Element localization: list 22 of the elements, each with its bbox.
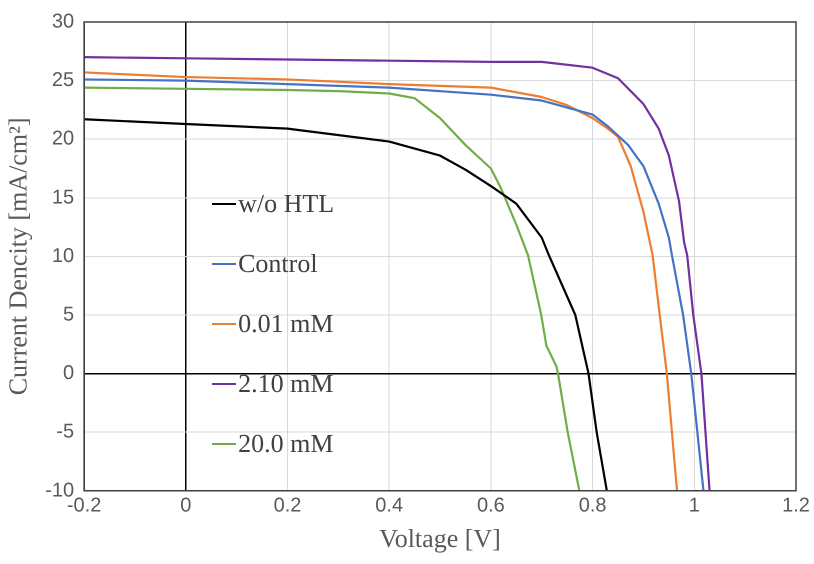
y-tick-label: -5 (56, 420, 74, 443)
y-tick-label: 20 (52, 128, 74, 150)
legend-label: 0.01 mM (238, 309, 334, 340)
y-tick-label: 10 (52, 244, 74, 267)
y-tick-label: 5 (62, 304, 74, 326)
x-tick-label: 1.2 (782, 494, 810, 516)
x-tick-label: 1 (688, 494, 700, 516)
y-tick-label: 25 (52, 69, 74, 92)
x-tick-label: 0 (180, 494, 192, 516)
y-tick-label: 0 (62, 362, 74, 384)
legend-label: Control (238, 249, 318, 280)
x-axis-title: Voltage [V] (379, 524, 501, 554)
x-tick-label: 0.4 (375, 494, 404, 516)
legend-label: 2.10 mM (238, 369, 334, 400)
x-tick-label: 0.8 (578, 494, 607, 516)
x-tick-label: 0.6 (476, 494, 505, 516)
y-axis-title: Current Dencity [mA/cm²] (3, 117, 32, 396)
y-tick-label: 15 (52, 186, 74, 208)
y-tick-label: 30 (52, 10, 74, 33)
legend-label: 20.0 mM (238, 429, 334, 460)
legend-label: w/o HTL (238, 189, 334, 220)
x-tick-label: 0.2 (274, 494, 302, 516)
